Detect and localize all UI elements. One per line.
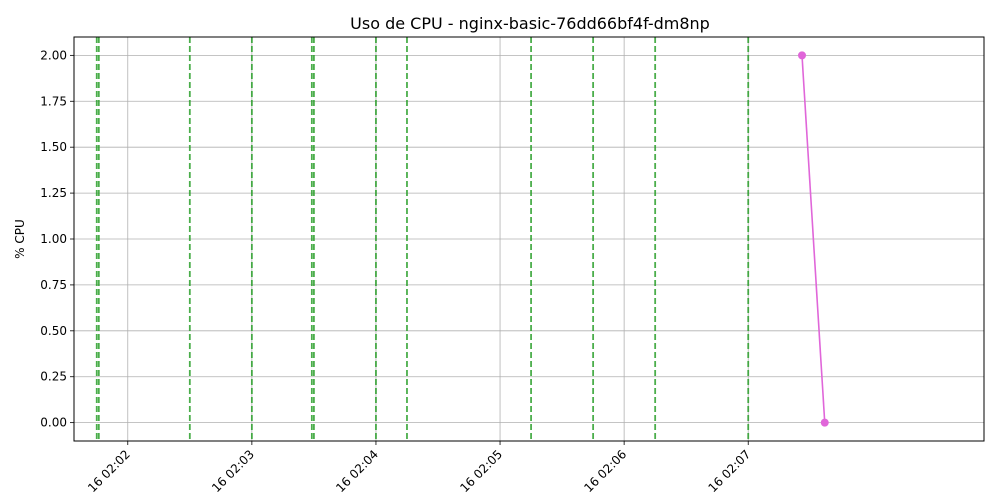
x-tick-label: 16 02:04 [333,447,381,495]
y-tick-label: 1.25 [40,186,67,200]
x-axis: 16 02:02 16 02:03 16 02:04 16 02:05 16 02:06… [85,441,753,495]
chart-title: Uso de CPU - nginx-basic-76dd66bf4f-dm8n… [350,14,710,33]
y-tick-label: 1.75 [40,94,67,108]
x-tick-label: 16 02:02 [85,447,133,495]
x-tick-label: 16 02:03 [209,447,257,495]
data-point [798,51,806,60]
data-point [820,418,829,427]
x-tick-label: 16 02:05 [457,447,505,495]
x-tick-label: 16 02:06 [581,447,629,495]
y-tick-label: 0.75 [40,278,67,292]
grid [74,37,984,441]
y-tick-label: 0.50 [40,324,67,338]
y-tick-label: 2.00 [40,48,67,62]
event-lines [95,37,750,441]
y-axis-label: % CPU [13,219,27,259]
series-line [801,55,826,423]
y-tick-label: 0.25 [40,370,67,384]
y-axis: 0.00 0.25 0.50 0.75 1.00 1.25 1.50 1.75 2.00 [40,48,74,430]
y-tick-label: 0.00 [40,416,67,430]
series-layer [798,51,829,427]
y-tick-label: 1.00 [40,232,67,246]
x-tick-label: 16 02:07 [705,447,753,495]
y-tick-label: 1.50 [40,140,67,154]
